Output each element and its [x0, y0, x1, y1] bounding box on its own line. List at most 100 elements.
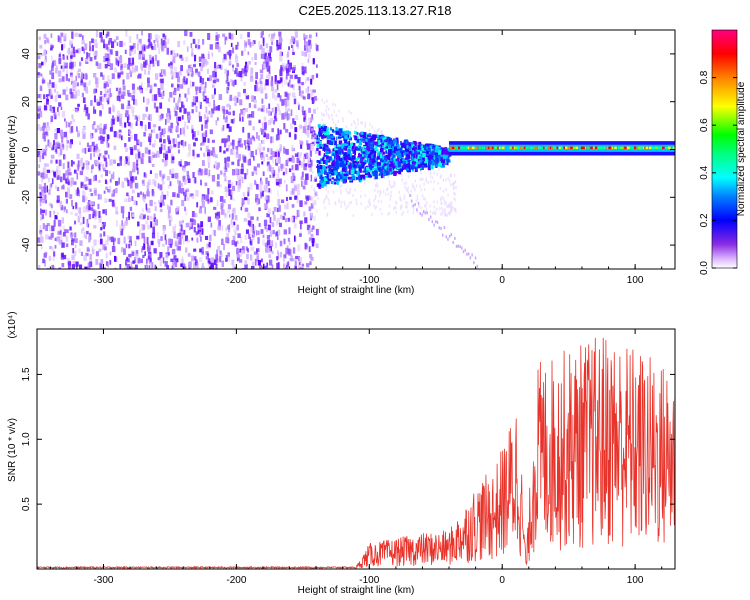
- spectrogram-cell: [267, 52, 271, 59]
- spectrogram-cell: [436, 172, 438, 176]
- spectrogram-cell: [193, 248, 197, 252]
- spectrogram-cell: [220, 202, 223, 210]
- spectrogram-cell: [57, 70, 62, 77]
- spectrogram-cell: [293, 98, 297, 105]
- spectrogram-cell: [185, 188, 190, 192]
- spectrogram-cell: [141, 64, 143, 71]
- spectrogram-cell: [400, 141, 402, 146]
- spectrogram-cell: [71, 200, 73, 207]
- spectrogram-cell: [265, 60, 269, 67]
- spectrogram-cell: [357, 156, 359, 160]
- spectrogram-cell: [274, 151, 278, 158]
- spectrogram-cell: [235, 181, 238, 186]
- spectrogram-cell: [308, 121, 312, 128]
- spectrogram-cell: [89, 80, 91, 84]
- spectrogram-cell: [191, 52, 194, 57]
- spectrogram-cell: [135, 164, 139, 171]
- spectrogram-cell: [401, 213, 403, 217]
- spectrogram-cell: [93, 121, 96, 125]
- spectrogram-cell: [98, 179, 101, 183]
- spectrogram-cell: [45, 225, 48, 231]
- spectrogram-cell: [382, 190, 385, 193]
- spectrogram-cell: [124, 220, 128, 226]
- carrier-cell: [461, 146, 465, 150]
- spectrogram-cell: [227, 209, 230, 214]
- spectrogram-cell: [435, 153, 438, 158]
- spectrogram-cell: [347, 158, 350, 161]
- spectrogram-cell: [302, 110, 305, 115]
- spectrogram-cell: [240, 168, 244, 175]
- spectrogram-cell: [186, 196, 190, 201]
- spectrogram-cell: [52, 60, 54, 68]
- spectrogram-cell: [44, 59, 46, 65]
- spectrogram-cell: [385, 154, 389, 158]
- spectrogram-cell: [191, 237, 194, 241]
- spectrogram-cell: [315, 73, 319, 78]
- spectrogram-cell: [71, 239, 74, 246]
- spectrogram-cell: [205, 112, 209, 120]
- spectrogram-cell: [56, 199, 60, 204]
- spectrogram-cell: [236, 256, 239, 262]
- spectrogram-cell: [288, 46, 290, 51]
- spectrogram-cell: [362, 138, 366, 142]
- spectrogram-cell: [308, 246, 311, 253]
- spectrogram-cell: [62, 65, 65, 73]
- spectrogram-cell: [116, 42, 119, 46]
- spectrogram-cell: [41, 53, 44, 57]
- spectrogram-cell: [143, 132, 146, 137]
- spectrogram-cell: [310, 43, 312, 49]
- spectrogram-cell: [309, 261, 312, 265]
- spectrogram-cell: [267, 239, 271, 246]
- spectrogram-cell: [292, 37, 296, 43]
- spectrogram-cell: [187, 253, 191, 257]
- spectrogram-cell: [324, 170, 327, 175]
- spectrogram-cell: [159, 102, 163, 109]
- spectrogram-cell: [257, 198, 261, 205]
- spectrogram-cell: [451, 206, 453, 210]
- spectrogram-cell: [111, 190, 115, 197]
- spectrogram-cell: [216, 249, 218, 255]
- spectrogram-cell: [240, 143, 243, 148]
- spectrogram-cell: [376, 132, 378, 136]
- spectrogram-cell: [202, 169, 205, 175]
- spectrogram-cell: [373, 204, 376, 208]
- spectrogram-cell: [416, 197, 419, 201]
- spectrogram-cell: [445, 235, 447, 239]
- spectrogram-cell: [373, 199, 375, 203]
- carrier-cell: [465, 146, 469, 150]
- carrier-cell: [449, 146, 452, 150]
- spectrogram-cell: [425, 179, 427, 183]
- spectrogram-cell: [132, 213, 135, 218]
- spectrogram-cell: [298, 153, 302, 159]
- spectrogram-cell: [406, 189, 408, 193]
- spectrogram-cell: [318, 140, 322, 144]
- spectrogram-cell: [369, 122, 371, 126]
- spectrogram-cell: [214, 88, 216, 95]
- spectrogram-cell: [305, 88, 309, 93]
- spectrogram-cell: [132, 111, 134, 117]
- spectrogram-cell: [138, 39, 141, 43]
- spectrogram-cell: [58, 170, 62, 176]
- spectrogram-cell: [69, 194, 73, 199]
- spectrogram-cell: [312, 202, 314, 206]
- spectrogram-cell: [244, 207, 249, 212]
- spectrogram-cell: [290, 84, 294, 88]
- spectrogram-cell: [73, 181, 77, 185]
- spectrogram-cell: [377, 134, 380, 138]
- spectrogram-cell: [98, 194, 102, 200]
- spectrogram-cell: [362, 146, 367, 149]
- spectrogram-cell: [308, 206, 312, 212]
- spectrogram-cell: [364, 206, 367, 210]
- spectrogram-cell: [59, 230, 62, 235]
- spectrogram-cell: [183, 76, 186, 83]
- spectrogram-cell: [127, 197, 131, 202]
- spectrogram-cell: [378, 143, 381, 147]
- spectrogram-cell: [115, 206, 118, 212]
- spectrogram-cell: [368, 198, 371, 202]
- spectrogram-cell: [454, 236, 456, 240]
- spectrogram-cell: [211, 139, 215, 143]
- spectrogram-cell: [111, 41, 115, 49]
- spectrogram-cell: [60, 233, 64, 240]
- spectrogram-cell: [206, 152, 210, 157]
